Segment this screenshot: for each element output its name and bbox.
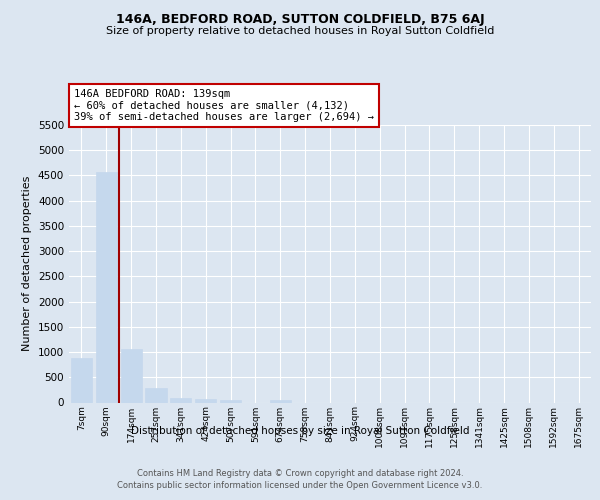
Bar [71,358,92,403]
Text: 146A, BEDFORD ROAD, SUTTON COLDFIELD, B75 6AJ: 146A, BEDFORD ROAD, SUTTON COLDFIELD, B7… [116,12,484,26]
Text: Size of property relative to detached houses in Royal Sutton Coldfield: Size of property relative to detached ho… [106,26,494,36]
Text: 146A BEDFORD ROAD: 139sqm
← 60% of detached houses are smaller (4,132)
39% of se: 146A BEDFORD ROAD: 139sqm ← 60% of detac… [74,89,374,122]
Y-axis label: Number of detached properties: Number of detached properties [22,176,32,352]
Bar [195,399,216,402]
Text: Distribution of detached houses by size in Royal Sutton Coldfield: Distribution of detached houses by size … [131,426,469,436]
Bar [220,400,241,402]
Bar [270,400,291,402]
Bar [145,388,167,402]
Text: Contains HM Land Registry data © Crown copyright and database right 2024.: Contains HM Land Registry data © Crown c… [137,469,463,478]
Bar [121,349,142,403]
Bar [96,172,117,402]
Bar [170,398,191,402]
Text: Contains public sector information licensed under the Open Government Licence v3: Contains public sector information licen… [118,481,482,490]
